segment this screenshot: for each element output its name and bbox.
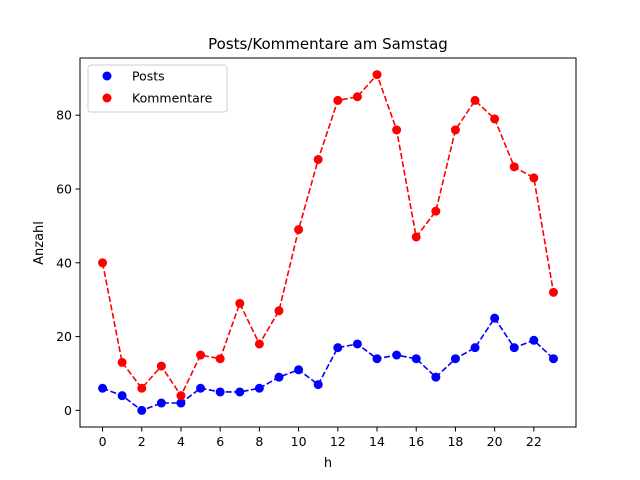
data-point-kommentare — [411, 232, 421, 242]
data-point-kommentare — [254, 339, 264, 349]
chart-title: Posts/Kommentare am Samstag — [208, 35, 448, 53]
plot-frame — [79, 57, 577, 428]
data-point-posts — [431, 372, 441, 382]
x-tick-label: 4 — [177, 434, 185, 449]
x-tick-label: 6 — [216, 434, 224, 449]
data-point-kommentare — [450, 125, 460, 135]
data-point-kommentare — [509, 162, 519, 172]
data-point-posts — [392, 350, 402, 360]
data-point-kommentare — [333, 95, 343, 105]
y-tick-label: 80 — [56, 108, 72, 123]
x-axis: 0 2 4 6 8 10 12 14 16 18 20 22 — [99, 427, 542, 449]
data-point-kommentare — [274, 306, 284, 316]
data-point-posts — [117, 391, 127, 401]
data-point-kommentare — [156, 361, 166, 371]
data-point-posts — [411, 354, 421, 364]
data-point-kommentare — [548, 287, 558, 297]
data-point-posts — [372, 354, 382, 364]
data-point-posts — [529, 335, 539, 345]
data-point-kommentare — [372, 70, 382, 80]
data-point-posts — [254, 383, 264, 393]
x-tick-label: 14 — [369, 434, 385, 449]
data-point-kommentare — [294, 225, 304, 235]
y-tick-label: 60 — [56, 181, 72, 196]
data-point-kommentare — [117, 357, 127, 367]
x-tick-label: 18 — [447, 434, 463, 449]
data-point-kommentare — [392, 125, 402, 135]
legend-marker-kommentare — [102, 93, 112, 103]
data-point-posts — [176, 398, 186, 408]
data-point-kommentare — [431, 206, 441, 216]
data-point-kommentare — [470, 95, 480, 105]
series-line-posts — [102, 316, 554, 412]
x-tick-label: 8 — [255, 434, 263, 449]
data-point-posts — [274, 372, 284, 382]
legend-marker-posts — [102, 71, 112, 81]
data-point-kommentare — [215, 354, 225, 364]
data-point-posts — [294, 365, 304, 375]
data-point-posts — [548, 354, 558, 364]
data-point-kommentare — [490, 114, 500, 124]
legend: Posts Kommentare — [87, 64, 228, 113]
y-tick-label: 0 — [64, 403, 72, 418]
data-point-posts — [98, 383, 108, 393]
x-tick-label: 16 — [408, 434, 424, 449]
x-tick-label: 2 — [138, 434, 146, 449]
x-tick-label: 22 — [526, 434, 542, 449]
data-point-kommentare — [98, 258, 108, 268]
data-point-posts — [137, 405, 147, 415]
legend-box — [87, 64, 228, 113]
y-axis-label: Anzahl — [32, 221, 47, 265]
data-point-posts — [196, 383, 206, 393]
legend-label-posts: Posts — [132, 69, 165, 84]
y-tick-label: 20 — [56, 329, 72, 344]
data-point-posts — [333, 343, 343, 353]
data-point-posts — [156, 398, 166, 408]
x-axis-label: h — [324, 456, 332, 471]
legend-label-kommentare: Kommentare — [132, 91, 213, 106]
data-point-posts — [313, 380, 323, 390]
data-point-kommentare — [352, 92, 362, 102]
data-point-posts — [470, 343, 480, 353]
x-tick-label: 12 — [330, 434, 346, 449]
data-point-kommentare — [196, 350, 206, 360]
data-point-posts — [450, 354, 460, 364]
y-tick-label: 40 — [56, 255, 72, 270]
data-point-kommentare — [235, 298, 245, 308]
data-point-kommentare — [137, 383, 147, 393]
plot-area — [79, 57, 577, 428]
data-point-posts — [235, 387, 245, 397]
x-tick-label: 20 — [487, 434, 503, 449]
x-tick-label: 0 — [99, 434, 107, 449]
data-point-kommentare — [313, 154, 323, 164]
data-point-posts — [490, 313, 500, 323]
data-point-kommentare — [176, 391, 186, 401]
data-point-posts — [215, 387, 225, 397]
y-axis: 0 20 40 60 80 — [56, 108, 80, 418]
data-point-posts — [509, 343, 519, 353]
x-tick-label: 10 — [291, 434, 307, 449]
data-point-kommentare — [529, 173, 539, 183]
data-point-posts — [352, 339, 362, 349]
